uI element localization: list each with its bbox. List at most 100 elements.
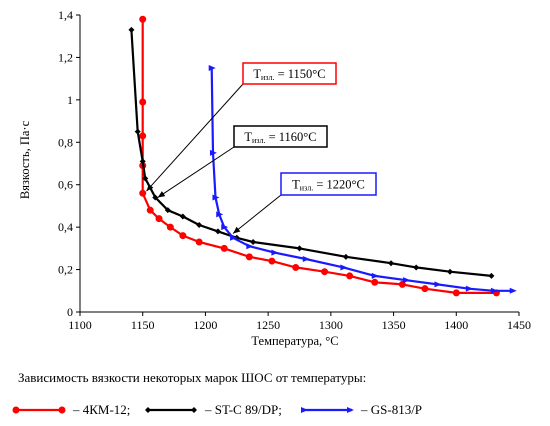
- data-point-diamond: [196, 222, 203, 229]
- x-tick-label: 1100: [68, 318, 92, 332]
- data-point-diamond: [191, 407, 197, 413]
- y-tick-label: 0,6: [58, 178, 73, 192]
- data-point-circle: [166, 223, 174, 231]
- data-point-circle: [321, 268, 329, 276]
- annotation-label: Tизл. = 1160°С: [244, 130, 316, 145]
- data-point-circle: [452, 289, 460, 297]
- x-tick-label: 1350: [382, 318, 406, 332]
- data-point-diamond: [164, 207, 171, 214]
- legend-label: – 4КМ-12;: [73, 402, 131, 417]
- chart-caption: Зависимость вязкости некоторых марок ШОС…: [18, 370, 367, 385]
- data-point-circle: [179, 232, 187, 240]
- data-point-diamond: [488, 272, 495, 279]
- series-layer: [128, 15, 517, 297]
- data-point-diamond: [145, 407, 151, 413]
- legend-item-4km12: – 4КМ-12;: [10, 400, 130, 420]
- legend-item-stc89dp: – ST-C 89/DP;: [142, 400, 282, 420]
- data-point-circle: [155, 215, 163, 223]
- y-tick-label: 1,2: [58, 50, 73, 64]
- series-2: [208, 65, 517, 294]
- data-point-arrow: [216, 211, 224, 218]
- data-point-diamond: [179, 213, 186, 220]
- data-point-diamond: [447, 268, 454, 275]
- data-point-arrow: [347, 407, 354, 413]
- annotation-leader: [157, 146, 235, 198]
- chart-legend: – 4КМ-12; – ST-C 89/DP; – GS-813/P: [10, 400, 540, 420]
- annotation-box: [280, 172, 377, 196]
- annotation-layer: Tизл. = 1150°С Tизл. = 1160°С Tизл. = 1220…: [146, 62, 377, 234]
- data-point-arrow: [434, 281, 442, 288]
- series-line: [210, 67, 513, 292]
- data-point-arrow: [221, 224, 229, 231]
- data-point-arrow: [301, 407, 308, 413]
- data-point-arrow: [212, 194, 220, 201]
- data-point-diamond: [128, 26, 135, 33]
- data-point-diamond: [139, 158, 146, 165]
- data-point-arrow: [271, 249, 279, 256]
- data-point-arrow: [208, 65, 216, 72]
- data-point-circle: [12, 406, 20, 414]
- data-point-diamond: [214, 228, 221, 235]
- legend-label: – GS-813/P: [361, 402, 423, 417]
- annotation-box: [242, 62, 337, 85]
- y-tick-label: 0,8: [58, 135, 73, 149]
- data-point-circle: [58, 406, 66, 414]
- legend-swatch-black: [145, 407, 197, 413]
- plot-axes: 1100 1150 1200 1250 1300 1350 1400 1450 0 0,2 0,4 0…: [58, 8, 531, 332]
- data-point-circle: [139, 98, 147, 106]
- annotation-label: Tизл. = 1150°С: [253, 67, 325, 82]
- annotation-0: Tизл. = 1150°С: [146, 62, 337, 192]
- y-tick-label: 0,4: [58, 220, 73, 234]
- y-axis-title: Вязкость, Па·с: [18, 120, 32, 199]
- data-point-diamond: [413, 264, 420, 271]
- viscosity-chart: 1100 1150 1200 1250 1300 1350 1400 1450 0 0,2 0,4 0…: [18, 8, 531, 348]
- data-point-arrow: [490, 287, 498, 294]
- annotation-2: Tизл. = 1220°С: [232, 172, 377, 234]
- data-point-arrow: [509, 287, 517, 294]
- data-point-circle: [245, 253, 253, 261]
- data-point-circle: [292, 263, 300, 271]
- annotation-1: Tизл. = 1160°С: [157, 125, 328, 198]
- data-point-circle: [371, 278, 379, 286]
- x-axis-title: Температура, °С: [251, 334, 338, 348]
- annotation-leader: [232, 194, 282, 234]
- data-point-diamond: [134, 128, 141, 135]
- data-point-circle: [220, 244, 228, 252]
- series-0: [139, 15, 500, 297]
- data-point-circle: [346, 272, 354, 280]
- data-point-diamond: [388, 260, 395, 267]
- annotation-label: Tизл. = 1220°С: [292, 178, 365, 193]
- x-tick-label: 1250: [256, 318, 280, 332]
- x-tick-label: 1200: [193, 318, 217, 332]
- y-tick-label: 1,4: [58, 8, 73, 22]
- legend-item-gs813p: – GS-813/P: [298, 400, 422, 420]
- data-point-circle: [146, 206, 154, 214]
- y-tick-label: 1: [67, 93, 73, 107]
- data-point-arrow: [371, 272, 379, 279]
- data-point-circle: [195, 238, 203, 246]
- annotation-arrowhead: [157, 191, 166, 198]
- data-point-diamond: [296, 245, 303, 252]
- data-point-arrow: [340, 264, 348, 271]
- legend-swatch-blue: [301, 407, 354, 413]
- data-point-arrow: [465, 285, 473, 292]
- data-point-arrow: [302, 255, 310, 262]
- y-tick-label: 0: [67, 305, 73, 319]
- data-point-circle: [139, 132, 147, 140]
- annotation-arrowhead: [233, 226, 241, 234]
- data-point-circle: [268, 257, 276, 265]
- legend-swatch-red: [12, 406, 66, 414]
- data-point-circle: [398, 280, 406, 288]
- series-1: [128, 26, 495, 279]
- data-point-diamond: [250, 238, 257, 245]
- data-point-circle: [139, 189, 147, 197]
- data-point-diamond: [152, 194, 159, 201]
- data-point-arrow: [230, 234, 238, 241]
- x-tick-label: 1150: [131, 318, 155, 332]
- data-point-arrow: [403, 277, 411, 284]
- data-point-circle: [139, 15, 147, 23]
- x-tick-label: 1400: [444, 318, 468, 332]
- y-tick-label: 0,2: [58, 263, 73, 277]
- data-point-arrow: [209, 149, 217, 156]
- legend-label: – ST-C 89/DP;: [205, 402, 282, 417]
